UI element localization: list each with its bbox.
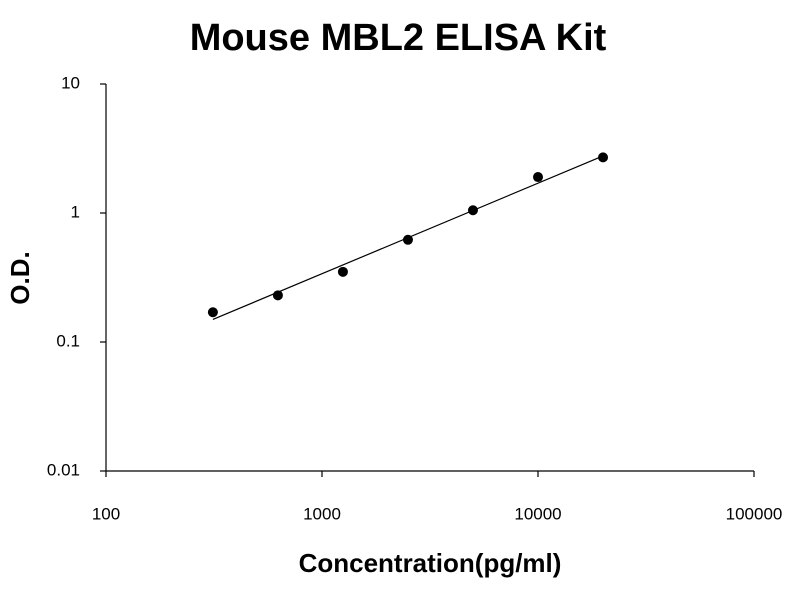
y-tick-label: 10: [61, 73, 80, 92]
x-tick-label: 100: [92, 504, 120, 523]
x-tick-label: 100000: [726, 504, 783, 523]
data-point: [533, 172, 543, 183]
y-tick-label: 0.01: [47, 460, 80, 479]
data-point: [467, 205, 478, 216]
data-point: [402, 234, 413, 245]
data-point: [337, 266, 348, 277]
y-tick-label: 1: [71, 202, 80, 221]
y-axis-label: O.D.: [5, 251, 35, 304]
chart-title: Mouse MBL2 ELISA Kit: [190, 17, 607, 59]
x-axis-label: Concentration(pg/ml): [299, 548, 562, 578]
x-tick-label: 1000: [303, 504, 341, 523]
data-point: [598, 152, 609, 163]
x-tick-label: 10000: [514, 504, 561, 523]
y-tick-label: 0.1: [56, 331, 80, 350]
data-point: [207, 307, 218, 318]
data-point: [272, 290, 283, 301]
